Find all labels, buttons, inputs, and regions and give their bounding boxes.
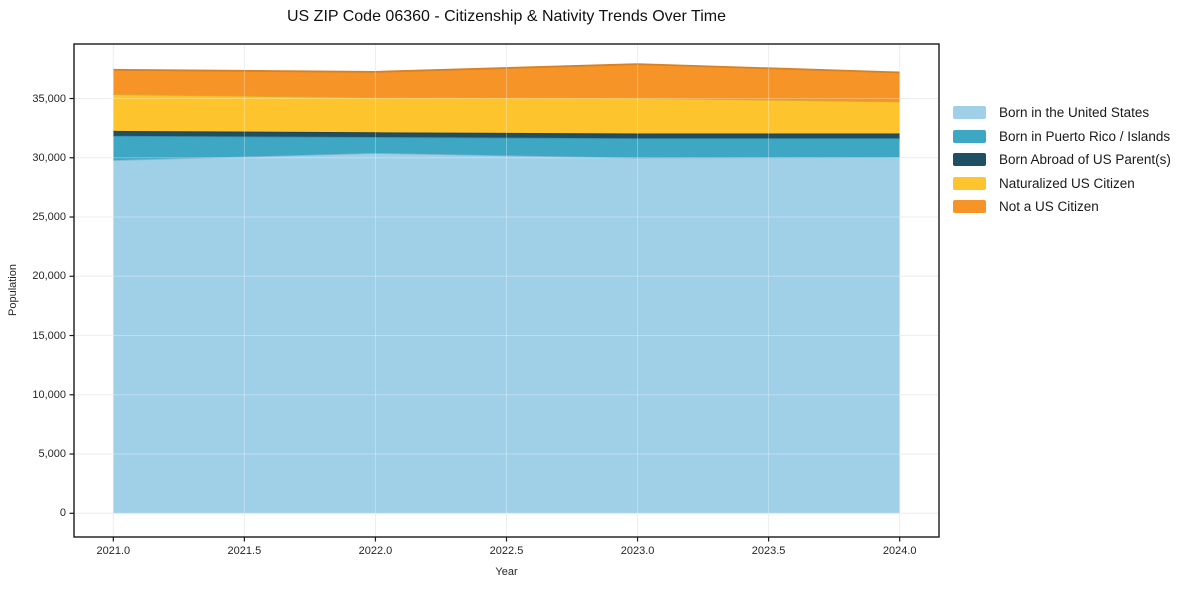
legend-item-born-in-puerto-rico-islands: Born in Puerto Rico / Islands xyxy=(953,125,1171,149)
legend: Born in the United States Born in Puerto … xyxy=(953,101,1171,219)
legend-item-naturalized-us-citizen: Naturalized US Citizen xyxy=(953,172,1171,196)
y-tick-label: 15,000 xyxy=(32,329,66,342)
legend-item-not-a-us-citizen: Not a US Citizen xyxy=(953,195,1171,219)
x-tick-label: 2021.0 xyxy=(96,545,131,557)
area-series-not-a-us-citizen xyxy=(113,64,900,102)
x-tick-label: 2024.0 xyxy=(882,545,917,557)
y-tick-label: 10,000 xyxy=(32,388,66,401)
y-tick-label: 0 xyxy=(59,507,66,520)
legend-label: Born Abroad of US Parent(s) xyxy=(999,152,1171,168)
chart-title: US ZIP Code 06360 - Citizenship & Nativi… xyxy=(287,8,726,25)
x-tick-label: 2021.5 xyxy=(227,545,262,557)
y-tick-label: 20,000 xyxy=(32,270,66,283)
legend-swatch-not-a-us-citizen xyxy=(953,200,986,214)
legend-swatch-born-in-puerto-rico-islands xyxy=(953,129,986,143)
y-tick-label: 5,000 xyxy=(38,448,66,461)
legend-swatch-born-abroad-of-us-parent-s xyxy=(953,153,986,167)
legend-label: Born in the United States xyxy=(999,105,1150,121)
legend-item-born-abroad-of-us-parent-s: Born Abroad of US Parent(s) xyxy=(953,148,1171,172)
x-axis-label: Year xyxy=(495,566,518,578)
x-tick-label: 2022.0 xyxy=(358,545,393,557)
area-series-born-in-puerto-rico-islands xyxy=(113,135,900,161)
y-tick-label: 35,000 xyxy=(32,92,66,105)
area-edge-not-a-us-citizen xyxy=(113,63,900,74)
x-tick-label: 2022.5 xyxy=(489,545,524,557)
legend-label: Born in Puerto Rico / Islands xyxy=(999,128,1171,144)
legend-label: Not a US Citizen xyxy=(999,199,1099,215)
area-series-naturalized-us-citizen xyxy=(113,94,900,134)
legend-item-born-in-the-united-states: Born in the United States xyxy=(953,101,1171,125)
x-tick-label: 2023.5 xyxy=(751,545,786,557)
y-tick-label: 25,000 xyxy=(32,211,66,224)
legend-swatch-naturalized-us-citizen xyxy=(953,176,986,190)
x-tick-label: 2023.0 xyxy=(620,545,655,557)
area-series-born-in-the-united-states xyxy=(113,153,900,514)
legend-swatch-born-in-the-united-states xyxy=(953,106,986,120)
y-tick-label: 30,000 xyxy=(32,151,66,164)
legend-label: Naturalized US Citizen xyxy=(999,175,1135,191)
